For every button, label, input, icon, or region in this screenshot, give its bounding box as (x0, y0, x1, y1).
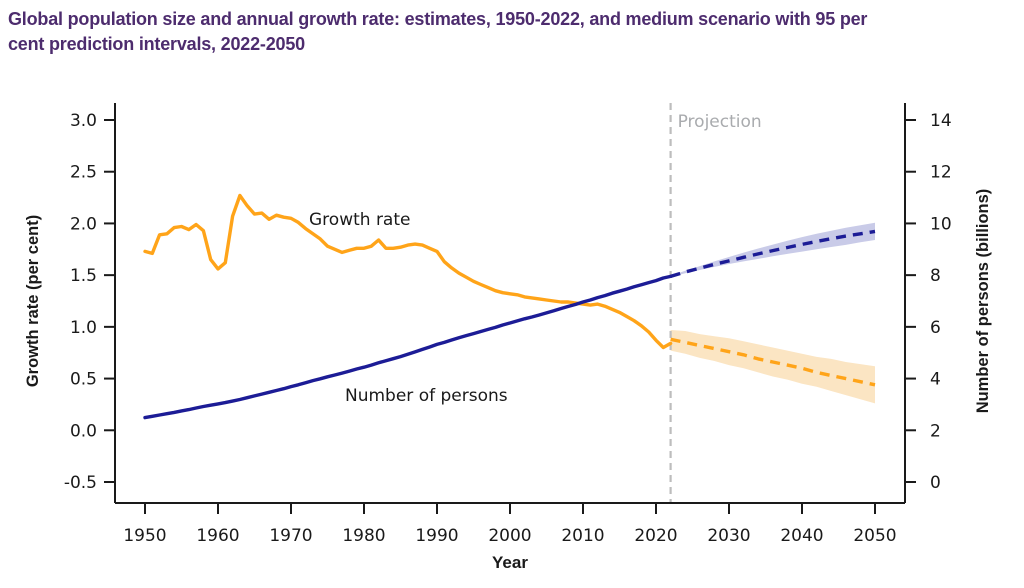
chart-title-line1: Global population size and annual growth… (8, 9, 868, 29)
x-tick-label: 2010 (561, 526, 604, 546)
y-right-tick-label: 10 (930, 214, 952, 234)
x-tick-label: 1980 (342, 526, 385, 546)
chart-title: Global population size and annual growth… (8, 7, 1022, 57)
y-left-tick-label: 2.5 (70, 163, 97, 183)
chart-area: Projection Growth rate Number of persons 3.… (0, 78, 1024, 588)
y-right-tick-label: 8 (930, 266, 941, 286)
x-tick-label: 1990 (415, 526, 458, 546)
y-axis-left: 3.0 2.5 2.0 1.5 1.0 0.5 0.0 -0.5 (64, 111, 115, 493)
chart-title-line2: cent prediction intervals, 2022-2050 (8, 34, 305, 54)
growth-rate-annotation: Growth rate (309, 210, 410, 230)
projection-label: Projection (678, 112, 762, 132)
x-tick-label: 1950 (123, 526, 166, 546)
y-left-tick-label: -0.5 (64, 473, 97, 493)
axes: 3.0 2.5 2.0 1.5 1.0 0.5 0.0 -0.5 14 12 10 8 6 4 2 0 1950… (24, 103, 992, 572)
y-right-tick-label: 12 (930, 163, 952, 183)
x-tick-label: 2040 (780, 526, 823, 546)
x-tick-label: 1970 (269, 526, 312, 546)
x-tick-label: 1960 (196, 526, 239, 546)
growth-rate-projection-median-line (670, 337, 876, 387)
y-axis-left-title: Growth rate (per cent) (24, 215, 42, 387)
y-left-tick-label: 0.5 (70, 370, 97, 390)
y-right-tick-label: 2 (930, 421, 941, 441)
y-left-tick-label: 1.5 (70, 266, 97, 286)
growth-rate-estimates-line (143, 193, 673, 350)
x-axis: 1950 1960 1970 1980 1990 2000 2010 2020 2030 2040… (123, 503, 897, 546)
population-annotation: Number of persons (345, 386, 508, 406)
y-left-tick-label: 0.0 (70, 421, 97, 441)
y-left-tick-label: 1.0 (70, 318, 97, 338)
data-series (143, 193, 876, 420)
x-tick-label: 2050 (853, 526, 896, 546)
inplot-labels: Growth rate Number of persons (309, 210, 508, 406)
y-left-tick-label: 3.0 (70, 111, 97, 131)
x-tick-label: 2000 (488, 526, 531, 546)
growth-rate-95pct-interval (670, 330, 875, 404)
population-estimates-line (143, 274, 673, 420)
y-right-tick-label: 4 (930, 370, 941, 390)
y-right-tick-label: 6 (930, 318, 941, 338)
population-growth-chart: Projection Growth rate Number of persons 3.… (24, 103, 992, 572)
y-axis-right: 14 12 10 8 6 4 2 0 (905, 111, 952, 493)
population-projection-median-line (670, 229, 876, 279)
y-right-tick-label: 0 (930, 473, 941, 493)
x-tick-label: 2030 (707, 526, 750, 546)
x-axis-title: Year (492, 553, 528, 572)
y-left-tick-label: 2.0 (70, 214, 97, 234)
y-right-tick-label: 14 (930, 111, 952, 131)
x-tick-label: 2020 (634, 526, 677, 546)
projection-divider: Projection (669, 103, 762, 503)
y-axis-right-title: Number of persons (billions) (974, 189, 992, 414)
